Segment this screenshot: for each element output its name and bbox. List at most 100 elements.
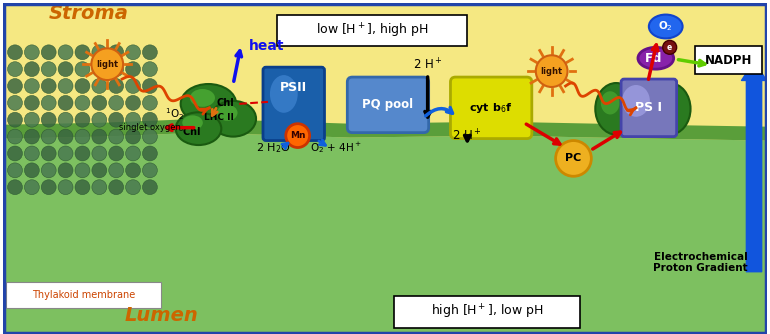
Circle shape [142, 163, 157, 178]
Circle shape [42, 62, 56, 76]
Text: cyt b$_6$f: cyt b$_6$f [470, 101, 513, 115]
Circle shape [663, 40, 677, 54]
Circle shape [126, 129, 140, 144]
Text: 2 H$_2$O: 2 H$_2$O [256, 142, 290, 155]
Circle shape [42, 180, 56, 195]
Text: 2 H$^+$: 2 H$^+$ [413, 57, 443, 72]
Circle shape [75, 180, 90, 195]
Circle shape [92, 146, 107, 161]
Circle shape [75, 129, 90, 144]
Text: Mn: Mn [290, 131, 306, 140]
Circle shape [59, 112, 73, 127]
Circle shape [109, 146, 124, 161]
FancyBboxPatch shape [277, 15, 467, 46]
FancyBboxPatch shape [263, 67, 324, 141]
Circle shape [59, 180, 73, 195]
Ellipse shape [649, 83, 691, 135]
FancyArrowPatch shape [742, 61, 766, 272]
Text: LHC II: LHC II [204, 113, 234, 122]
Circle shape [92, 112, 107, 127]
Circle shape [142, 129, 157, 144]
Text: PC: PC [565, 153, 581, 163]
Polygon shape [3, 133, 767, 334]
Circle shape [25, 163, 39, 178]
Circle shape [8, 62, 22, 76]
Ellipse shape [182, 115, 203, 130]
Circle shape [59, 163, 73, 178]
Circle shape [59, 146, 73, 161]
Text: $^3$Chl: $^3$Chl [178, 124, 201, 138]
Ellipse shape [217, 105, 237, 121]
Ellipse shape [638, 47, 674, 69]
Circle shape [8, 45, 22, 60]
Circle shape [142, 45, 157, 60]
FancyBboxPatch shape [6, 283, 161, 308]
Text: Lumen: Lumen [124, 306, 198, 325]
FancyBboxPatch shape [450, 77, 532, 139]
Circle shape [142, 96, 157, 110]
Circle shape [42, 45, 56, 60]
FancyBboxPatch shape [347, 77, 429, 133]
Circle shape [142, 112, 157, 127]
Text: 2 H$^+$: 2 H$^+$ [453, 128, 482, 144]
Circle shape [42, 146, 56, 161]
Text: O$_2$ + 4H$^+$: O$_2$ + 4H$^+$ [310, 140, 361, 155]
Text: $^1$O$_2$: $^1$O$_2$ [165, 106, 184, 122]
Text: heat: heat [249, 39, 285, 53]
Circle shape [8, 180, 22, 195]
Circle shape [92, 129, 107, 144]
Text: high [H$^+$], low pH: high [H$^+$], low pH [431, 303, 544, 321]
Circle shape [142, 180, 157, 195]
Ellipse shape [270, 75, 298, 113]
Circle shape [109, 78, 124, 94]
Text: Stroma: Stroma [49, 4, 129, 23]
Circle shape [25, 96, 39, 110]
Circle shape [142, 78, 157, 94]
Circle shape [8, 146, 22, 161]
Text: low [H$^+$], high pH: low [H$^+$], high pH [316, 21, 428, 40]
Circle shape [109, 45, 124, 60]
Circle shape [126, 78, 140, 94]
Ellipse shape [210, 101, 256, 137]
Circle shape [92, 78, 107, 94]
Text: Electrochemical
Proton Gradient: Electrochemical Proton Gradient [653, 252, 748, 273]
Circle shape [25, 146, 39, 161]
Circle shape [25, 78, 39, 94]
Text: light: light [96, 60, 119, 69]
Circle shape [8, 129, 22, 144]
Circle shape [75, 96, 90, 110]
Circle shape [109, 129, 124, 144]
Circle shape [142, 62, 157, 76]
Circle shape [126, 163, 140, 178]
Circle shape [25, 129, 39, 144]
Circle shape [142, 146, 157, 161]
Text: PS I: PS I [635, 101, 662, 114]
FancyBboxPatch shape [394, 296, 581, 328]
Circle shape [59, 45, 73, 60]
Circle shape [42, 96, 56, 110]
Ellipse shape [595, 83, 637, 135]
Circle shape [75, 45, 90, 60]
Text: NADPH: NADPH [705, 54, 752, 67]
FancyBboxPatch shape [3, 3, 767, 334]
Circle shape [92, 163, 107, 178]
Text: Thylakoid membrane: Thylakoid membrane [32, 290, 135, 300]
Circle shape [92, 96, 107, 110]
Circle shape [92, 48, 123, 80]
Circle shape [25, 45, 39, 60]
Circle shape [59, 78, 73, 94]
Circle shape [42, 78, 56, 94]
Circle shape [92, 62, 107, 76]
Ellipse shape [622, 85, 650, 117]
FancyBboxPatch shape [695, 46, 762, 74]
Text: PSII: PSII [280, 81, 307, 95]
Circle shape [109, 96, 124, 110]
Circle shape [126, 112, 140, 127]
Circle shape [75, 112, 90, 127]
Circle shape [536, 55, 567, 87]
Circle shape [92, 45, 107, 60]
Circle shape [42, 163, 56, 178]
Ellipse shape [654, 91, 673, 115]
Circle shape [75, 78, 90, 94]
Circle shape [126, 45, 140, 60]
